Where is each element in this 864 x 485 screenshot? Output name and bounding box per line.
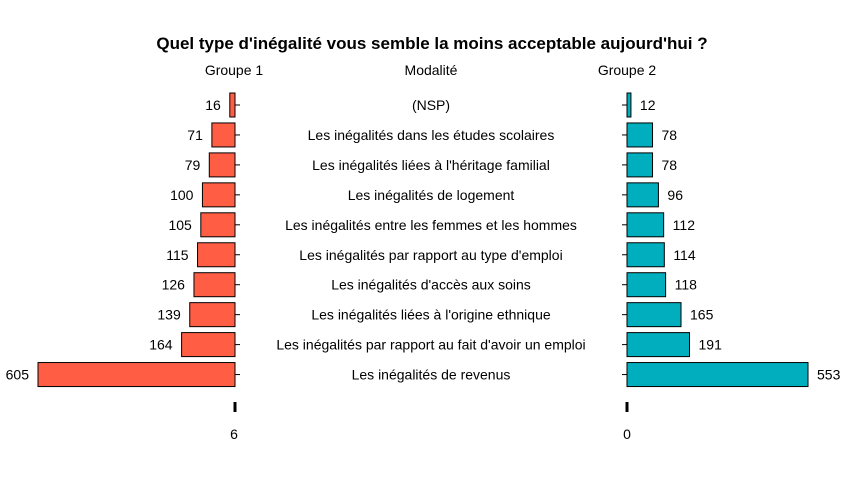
value-label-groupe-1: 71 (187, 127, 203, 143)
value-label-groupe-1: 79 (185, 157, 201, 173)
value-label-groupe-2: 112 (673, 217, 696, 233)
value-label-groupe-2: 114 (673, 247, 696, 263)
category-label: Les inégalités liées à l'héritage famili… (312, 157, 550, 173)
category-label: Les inégalités dans les études scolaires (308, 127, 555, 143)
bar-groupe-2 (626, 302, 682, 328)
bar-groupe-1 (208, 152, 236, 178)
bar-groupe-2 (626, 152, 654, 178)
value-label-groupe-1: 115 (166, 247, 189, 263)
value-label-groupe-2: 118 (675, 277, 698, 293)
bar-groupe-1 (193, 272, 236, 298)
value-label-groupe-1: 126 (162, 277, 186, 293)
right-axis-tick-label: 0 (623, 426, 631, 442)
value-label-groupe-2: 191 (699, 337, 723, 353)
bar-groupe-2 (626, 272, 667, 298)
bar-groupe-2 (626, 92, 632, 118)
left-axis-tick-label: 6 (230, 426, 238, 442)
category-label: Les inégalités par rapport au fait d'avo… (276, 337, 585, 353)
bar-groupe-2 (626, 332, 691, 358)
value-label-groupe-2: 78 (662, 127, 678, 143)
header-groupe-2: Groupe 2 (598, 62, 657, 78)
bar-groupe-1 (200, 212, 236, 238)
bars-groupe-2: 12 78 78 96 112 114 118 165 191 553 (622, 92, 841, 388)
value-label-groupe-1: 16 (205, 97, 221, 113)
value-label-groupe-1: 605 (6, 367, 30, 383)
bar-groupe-2 (626, 122, 654, 148)
bar-groupe-1 (211, 122, 236, 148)
category-label: Les inégalités liées à l'origine ethniqu… (311, 307, 550, 323)
bar-groupe-2 (626, 242, 665, 268)
bar-groupe-1 (229, 92, 236, 118)
category-label: Les inégalités par rapport au type d'emp… (299, 247, 562, 263)
header-modalite: Modalité (405, 62, 458, 78)
header-groupe-1: Groupe 1 (205, 62, 264, 78)
value-label-groupe-1: 139 (157, 307, 181, 323)
bar-groupe-2 (626, 212, 665, 238)
category-label: Les inégalités d'accès aux soins (331, 277, 531, 293)
value-label-groupe-2: 165 (690, 307, 714, 323)
bar-groupe-2 (626, 182, 659, 208)
axes: 6 0 (230, 402, 631, 442)
value-label-groupe-2: 96 (667, 187, 683, 203)
bar-groupe-1 (201, 182, 236, 208)
value-label-groupe-2: 553 (817, 367, 841, 383)
value-label-groupe-2: 12 (640, 97, 656, 113)
value-label-groupe-1: 105 (168, 217, 192, 233)
value-label-groupe-1: 100 (170, 187, 194, 203)
category-labels: (NSP) Les inégalités dans les études scol… (276, 97, 585, 383)
category-label: Les inégalités entre les femmes et les h… (285, 217, 577, 233)
category-label: Les inégalités de logement (348, 187, 515, 203)
bar-groupe-1 (197, 242, 236, 268)
category-label: (NSP) (412, 97, 450, 113)
bar-groupe-1 (189, 302, 236, 328)
chart-title: Quel type d'inégalité vous semble la moi… (156, 34, 707, 53)
bar-groupe-1 (37, 362, 236, 388)
category-label: Les inégalités de revenus (352, 367, 511, 383)
bar-groupe-2 (626, 362, 809, 388)
value-label-groupe-1: 164 (149, 337, 173, 353)
bar-groupe-1 (181, 332, 236, 358)
value-label-groupe-2: 78 (662, 157, 678, 173)
